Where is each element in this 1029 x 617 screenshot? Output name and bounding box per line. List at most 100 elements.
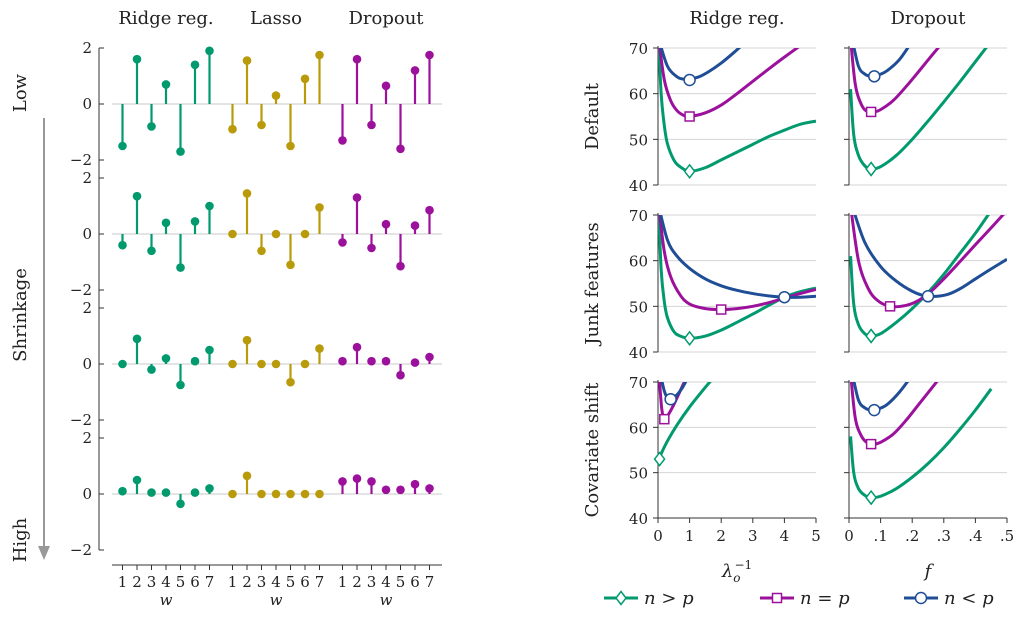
row-title: Default [582, 82, 603, 150]
x-tick-label: 2 [242, 573, 252, 591]
series-line [659, 215, 816, 299]
stem-marker [381, 356, 391, 366]
y-tick-label: 2 [82, 429, 92, 447]
stem-marker [205, 46, 214, 56]
stem-marker [315, 344, 324, 353]
x-tick-label: 2 [352, 573, 362, 591]
stem-marker [242, 56, 252, 65]
shrinkage-high-label: High [10, 517, 31, 562]
stem-marker [118, 240, 127, 250]
y-tick-label: 0 [82, 95, 92, 113]
stem-marker [257, 359, 266, 369]
min-marker-diamond [683, 330, 696, 347]
x-tick-label: 4 [271, 573, 281, 591]
stem-marker [190, 217, 200, 226]
x-tick-label: 3 [147, 573, 157, 591]
stem-marker [132, 475, 142, 485]
x-tick-label: 0 [653, 527, 663, 545]
y-tick-label: 70 [629, 207, 648, 225]
min-marker-square [865, 438, 877, 450]
y-tick-label: 50 [629, 298, 648, 316]
legend-marker-square [771, 592, 783, 604]
x-tick-label: 5 [176, 573, 186, 591]
stem-marker [338, 238, 347, 247]
stem-marker [271, 91, 281, 100]
stem-marker [205, 345, 214, 355]
legend-marker-circle [914, 591, 928, 605]
x-tick-label: 0 [844, 527, 854, 545]
min-marker-circle [921, 290, 935, 303]
min-marker-circle [868, 403, 881, 417]
stem-marker [286, 489, 295, 499]
stem-marker [147, 246, 156, 256]
series-line [849, 48, 940, 115]
row-title: Junk features [582, 222, 603, 346]
y-tick-label: 50 [629, 131, 648, 149]
y-tick-label: 60 [629, 86, 648, 104]
stem-marker [132, 191, 142, 201]
panel-title: Lasso [250, 8, 302, 29]
x-tick-label: 6 [190, 573, 200, 591]
stem-marker [161, 488, 171, 497]
stem-marker [161, 80, 171, 89]
stem-marker [381, 485, 391, 495]
stem-marker [300, 489, 310, 499]
y-tick-label: 70 [629, 40, 648, 58]
stem-marker [190, 356, 200, 366]
stem-marker [286, 260, 295, 270]
y-tick-label: 40 [629, 344, 648, 362]
x-tick-label: .4 [968, 527, 982, 545]
stem-marker [132, 54, 142, 64]
min-marker-square [684, 111, 695, 122]
curve-panel: 40 50 60 70 0 1 2 3 4 5 [629, 374, 821, 545]
stem-marker [176, 263, 185, 272]
stem-marker [257, 120, 266, 130]
stem-marker [271, 359, 281, 369]
stem-marker [147, 122, 156, 131]
min-marker-diamond [865, 161, 878, 177]
x-tick-label: 6 [300, 573, 310, 591]
stem-marker [228, 124, 237, 134]
stem-marker [176, 147, 185, 156]
y-tick-label: 0 [82, 355, 92, 373]
legend-marker-diamond [615, 590, 627, 606]
stem-marker [396, 144, 405, 154]
x-axis-label: w [270, 591, 283, 609]
x-tick-label: .3 [937, 527, 951, 545]
stem-marker [161, 218, 171, 228]
stem-marker [396, 485, 405, 495]
x-tick-label: 2 [132, 573, 142, 591]
stem-marker [205, 201, 214, 211]
stem-marker [132, 334, 142, 344]
stem-marker [396, 370, 405, 380]
stem-marker [228, 359, 237, 369]
stem-marker [381, 81, 391, 91]
row-title: Covariate shift [582, 382, 603, 517]
stem-marker [381, 219, 391, 229]
x-tick-label: .2 [905, 527, 919, 545]
min-marker-circle [778, 290, 791, 304]
x-axis-label-dropout: f [923, 561, 935, 582]
legend-label: n > p [644, 588, 694, 609]
stem-marker [271, 489, 281, 499]
stem-marker [242, 189, 252, 198]
series-line [849, 215, 990, 338]
y-tick-label: 0 [82, 225, 92, 243]
x-tick-label: 5 [286, 573, 296, 591]
error-curve-plots: Ridge reg. Dropout Default Junk features Cov… [582, 8, 1014, 585]
stem-marker [190, 488, 200, 497]
series-line [658, 48, 800, 119]
x-tick-label: .5 [1000, 527, 1014, 545]
stem-marker [338, 477, 347, 486]
stem-marker [286, 377, 295, 387]
stem-marker [410, 66, 420, 75]
y-tick-label: 2 [82, 169, 92, 187]
stem-marker [396, 261, 405, 271]
y-tick-label: −2 [70, 541, 92, 559]
x-tick-label: 4 [381, 573, 391, 591]
stem-marker [338, 356, 347, 366]
stem-marker [242, 471, 252, 481]
min-marker-square [659, 413, 670, 425]
stem-marker [118, 359, 127, 369]
